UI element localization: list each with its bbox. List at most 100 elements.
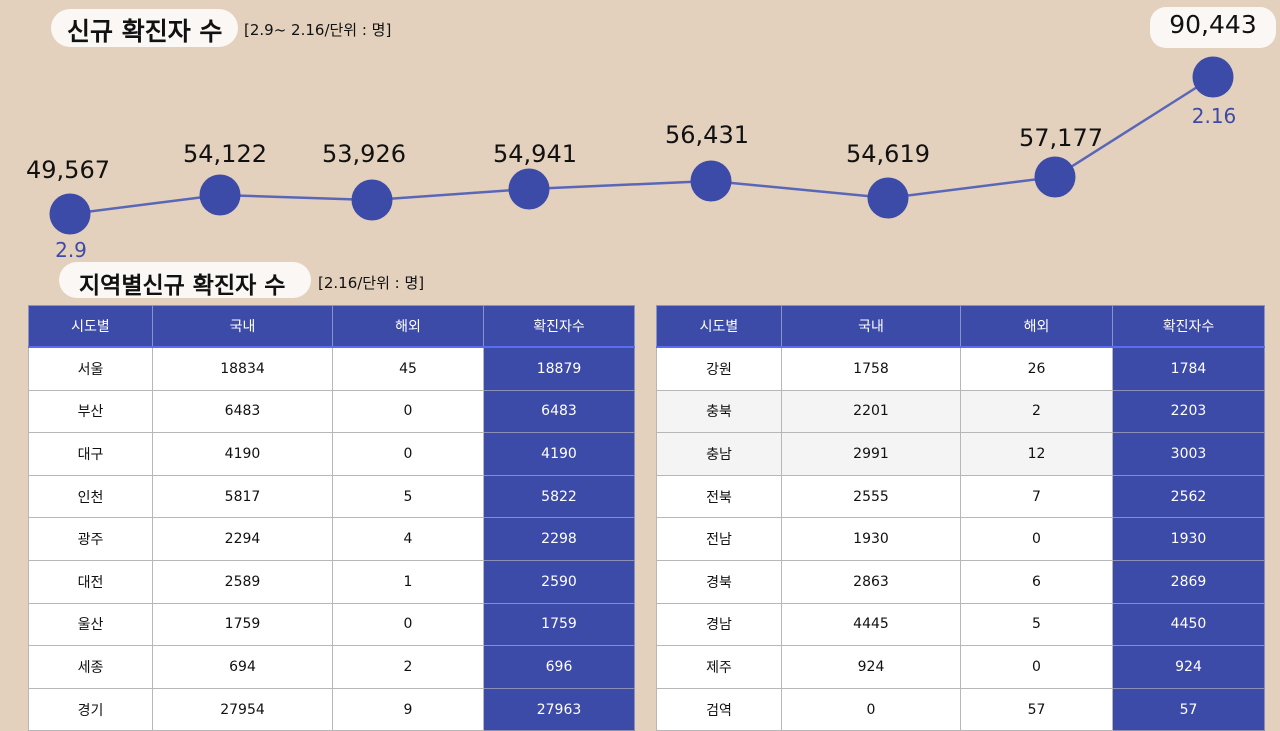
data-value-label: 54,941 [493, 140, 577, 168]
table-row: 경북 2863 6 2869 [656, 559, 1265, 604]
cell-region: 경남 [656, 602, 782, 647]
cell-overseas: 2 [960, 389, 1113, 434]
cell-region: 서울 [28, 346, 153, 391]
data-point-marker [351, 179, 393, 221]
data-value-label: 54,122 [183, 140, 267, 168]
cell-overseas: 7 [960, 474, 1113, 519]
cell-region: 경기 [28, 687, 153, 731]
cell-total: 1930 [1112, 517, 1265, 561]
table-row: 경남 4445 5 4450 [656, 602, 1265, 647]
cell-domestic: 0 [781, 687, 961, 731]
line-chart: 49,567 54,122 53,926 54,941 56,431 54,619 57,1… [26, 56, 1237, 262]
cell-domestic: 2201 [781, 389, 961, 434]
peak-value-pill [1150, 7, 1276, 48]
data-point-marker [199, 174, 241, 216]
data-value-label: 57,177 [1019, 124, 1103, 152]
regional-subtitle: [2.16/단위 : 명] [318, 274, 425, 292]
cell-total: 5822 [483, 474, 635, 519]
cell-overseas: 1 [332, 559, 484, 604]
cell-overseas: 5 [332, 474, 484, 519]
cell-region: 광주 [28, 517, 153, 561]
cell-domestic: 4445 [781, 602, 961, 647]
cell-domestic: 924 [781, 645, 961, 689]
cell-overseas: 9 [332, 687, 484, 731]
table-row: 부산 6483 0 6483 [28, 389, 635, 434]
cell-region: 인천 [28, 474, 153, 519]
cell-domestic: 2863 [781, 559, 961, 604]
column-header-region: 시도별 [28, 305, 153, 348]
cell-overseas: 4 [332, 517, 484, 561]
cell-total: 2298 [483, 517, 635, 561]
x-label-start: 2.9 [55, 238, 87, 262]
cell-domestic: 2555 [781, 474, 961, 519]
cell-region: 충북 [656, 389, 782, 434]
cell-domestic: 27954 [152, 687, 333, 731]
table-row: 광주 2294 4 2298 [28, 517, 635, 561]
cell-overseas: 5 [960, 602, 1113, 647]
trend-line [69, 75, 1214, 216]
data-point-marker [867, 177, 909, 219]
data-point-marker [1034, 156, 1076, 198]
cell-overseas: 12 [960, 432, 1113, 476]
cell-overseas: 0 [332, 602, 484, 647]
cell-total: 2203 [1112, 389, 1265, 434]
column-header-overseas: 해외 [960, 305, 1113, 348]
table-row: 대구 4190 0 4190 [28, 432, 635, 476]
cell-region: 세종 [28, 645, 153, 689]
page-title: 신규 확진자 수 [67, 17, 223, 46]
cell-total: 2562 [1112, 474, 1265, 519]
data-value-label: 53,926 [322, 140, 406, 168]
cell-domestic: 694 [152, 645, 333, 689]
cell-region: 전북 [656, 474, 782, 519]
cell-total: 924 [1112, 645, 1265, 689]
x-label-end: 2.16 [1192, 104, 1237, 128]
cell-domestic: 5817 [152, 474, 333, 519]
table-header-row: 시도별 국내 해외 확진자수 [656, 305, 1265, 348]
cell-overseas: 26 [960, 346, 1113, 391]
cell-region: 울산 [28, 602, 153, 647]
data-point-marker [1192, 56, 1234, 98]
cell-overseas: 0 [332, 389, 484, 434]
cell-total: 1784 [1112, 346, 1265, 391]
cell-total: 18879 [483, 346, 635, 391]
table-row: 인천 5817 5 5822 [28, 474, 635, 519]
data-point-marker [49, 193, 91, 235]
table-header-row: 시도별 국내 해외 확진자수 [28, 305, 635, 348]
cell-overseas: 45 [332, 346, 484, 391]
cell-domestic: 2589 [152, 559, 333, 604]
cell-region: 강원 [656, 346, 782, 391]
table-row: 대전 2589 1 2590 [28, 559, 635, 604]
cell-region: 부산 [28, 389, 153, 434]
cell-total: 2869 [1112, 559, 1265, 604]
cell-total: 1759 [483, 602, 635, 647]
cell-domestic: 2991 [781, 432, 961, 476]
cell-region: 전남 [656, 517, 782, 561]
cell-region: 대전 [28, 559, 153, 604]
cell-overseas: 0 [960, 517, 1113, 561]
table-row: 충북 2201 2 2203 [656, 389, 1265, 434]
cell-domestic: 6483 [152, 389, 333, 434]
cell-overseas: 0 [960, 645, 1113, 689]
table-row: 경기 27954 9 27963 [28, 687, 635, 731]
cell-region: 대구 [28, 432, 153, 476]
cell-total: 57 [1112, 687, 1265, 731]
column-header-total: 확진자수 [1112, 305, 1265, 348]
column-header-domestic: 국내 [152, 305, 333, 348]
page-subtitle: [2.9~ 2.16/단위 : 명] [244, 21, 392, 39]
cell-overseas: 57 [960, 687, 1113, 731]
data-point-marker [508, 168, 550, 210]
peak-value-label: 90,443 [1169, 10, 1257, 39]
cell-region: 경북 [656, 559, 782, 604]
cell-domestic: 1930 [781, 517, 961, 561]
column-header-overseas: 해외 [332, 305, 484, 348]
data-point-marker [690, 160, 732, 202]
table-row: 울산 1759 0 1759 [28, 602, 635, 647]
cell-domestic: 1759 [152, 602, 333, 647]
cell-total: 6483 [483, 389, 635, 434]
data-value-label: 56,431 [665, 121, 749, 149]
table-row: 세종 694 2 696 [28, 645, 635, 689]
cell-region: 충남 [656, 432, 782, 476]
cell-domestic: 2294 [152, 517, 333, 561]
cell-overseas: 0 [332, 432, 484, 476]
title-pill [51, 9, 238, 47]
